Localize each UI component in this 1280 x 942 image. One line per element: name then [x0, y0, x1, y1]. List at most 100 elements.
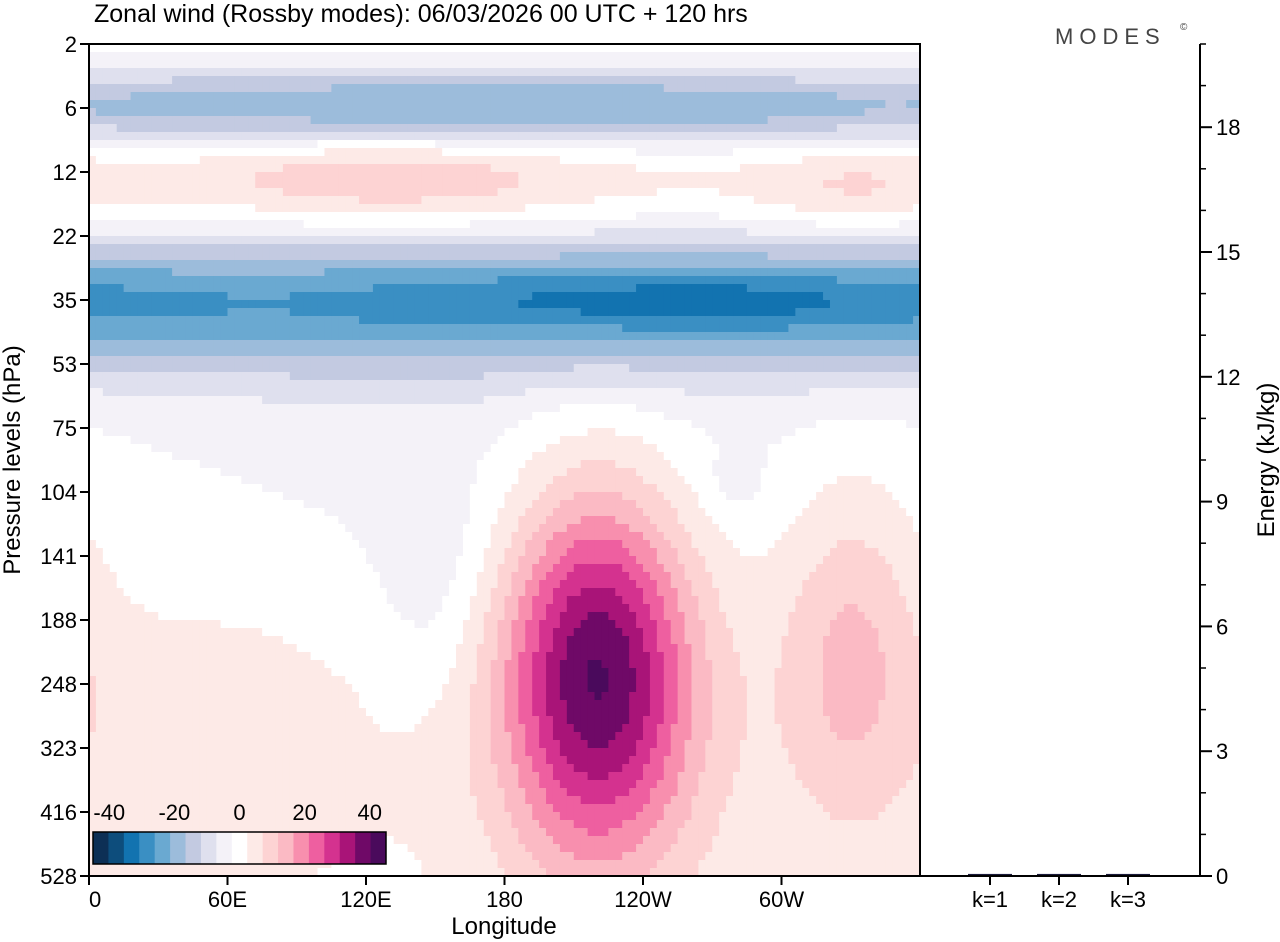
heatmap-cell: [331, 212, 339, 221]
heatmap-cell: [428, 340, 436, 349]
heatmap-cell: [753, 164, 762, 173]
heatmap-cell: [684, 364, 693, 373]
heatmap-cell: [767, 308, 776, 317]
heatmap-cell: [227, 228, 236, 237]
heatmap-cell: [282, 44, 291, 53]
heatmap-cell: [906, 164, 914, 173]
heatmap-cell: [698, 68, 706, 77]
heatmap-cell: [199, 180, 208, 189]
heatmap-cell: [809, 140, 817, 149]
heatmap-cell: [428, 364, 436, 373]
heatmap-cell: [165, 108, 173, 117]
heatmap-cell: [137, 244, 145, 253]
heatmap-cell: [906, 300, 914, 309]
heatmap-cell: [206, 100, 215, 109]
heatmap-cell: [317, 84, 326, 93]
heatmap-cell: [809, 236, 817, 245]
heatmap-cell: [587, 140, 596, 149]
heatmap-cell: [823, 52, 831, 61]
heatmap-cell: [213, 140, 222, 149]
heatmap-cell: [317, 212, 326, 221]
heatmap-cell: [407, 268, 416, 277]
heatmap-cell: [102, 188, 111, 197]
heatmap-cell: [303, 148, 312, 157]
heatmap-cell: [649, 52, 658, 61]
heatmap-cell: [836, 116, 845, 125]
heatmap-cell: [913, 180, 921, 189]
heatmap-cell: [712, 204, 720, 213]
heatmap-cell: [158, 108, 166, 117]
heatmap-cell: [608, 84, 616, 93]
heatmap-cell: [871, 100, 880, 109]
heatmap-cell: [829, 188, 838, 197]
heatmap-cell: [552, 148, 561, 157]
heatmap-cell: [802, 220, 810, 229]
heatmap-cell: [185, 148, 194, 157]
heatmap-cell: [836, 340, 845, 349]
heatmap-cell: [559, 340, 568, 349]
heatmap-cell: [393, 148, 402, 157]
heatmap-cell: [220, 132, 229, 141]
heatmap-cell: [608, 156, 616, 165]
heatmap-cell: [601, 92, 609, 101]
heatmap-cell: [719, 140, 727, 149]
heatmap-cell: [255, 276, 263, 285]
heatmap-cell: [864, 228, 873, 237]
heatmap-cell: [663, 188, 672, 197]
heatmap-cell: [587, 284, 596, 293]
heatmap-cell: [317, 44, 326, 53]
heatmap-cell: [643, 100, 651, 109]
heatmap-cell: [857, 140, 866, 149]
heatmap-cell: [185, 284, 194, 293]
heatmap-cell: [310, 260, 319, 269]
heatmap-cell: [691, 84, 699, 93]
heatmap-cell: [310, 172, 319, 181]
heatmap-cell: [116, 316, 125, 325]
heatmap-cell: [130, 188, 139, 197]
heatmap-cell: [594, 84, 603, 93]
heatmap-cell: [102, 140, 111, 149]
heatmap-cell: [123, 276, 132, 285]
heatmap-cell: [913, 68, 921, 77]
heatmap-cell: [366, 76, 374, 85]
heatmap-cell: [601, 188, 609, 197]
heatmap-cell: [788, 324, 796, 333]
heatmap-cell: [504, 156, 513, 165]
heatmap-cell: [165, 44, 173, 53]
heatmap-cell: [282, 108, 291, 117]
heatmap-cell: [643, 244, 651, 253]
heatmap-cell: [781, 212, 790, 221]
heatmap-cell: [289, 228, 298, 237]
heatmap-cell: [636, 276, 644, 285]
heatmap-cell: [483, 52, 492, 61]
heatmap-cell: [587, 164, 596, 173]
heatmap-cell: [573, 44, 582, 53]
heatmap-cell: [407, 252, 416, 261]
heatmap-cell: [151, 212, 159, 221]
heatmap-cell: [566, 100, 575, 109]
heatmap-cell: [227, 124, 236, 133]
heatmap-cell: [241, 60, 249, 69]
heatmap-cell: [781, 244, 790, 253]
heatmap-cell: [518, 236, 526, 245]
heatmap-cell: [774, 244, 783, 253]
heatmap-cell: [836, 164, 845, 173]
heatmap-cell: [691, 340, 699, 349]
heatmap-cell: [262, 76, 270, 85]
heatmap-cell: [857, 332, 866, 341]
heatmap-cell: [767, 156, 776, 165]
heatmap-cell: [414, 124, 422, 133]
heatmap-cell: [428, 124, 436, 133]
heatmap-cell: [559, 212, 568, 221]
heatmap-cell: [165, 188, 173, 197]
heatmap-cell: [185, 220, 194, 229]
heatmap-cell: [262, 108, 270, 117]
heatmap-cell: [95, 44, 104, 53]
heatmap-cell: [435, 316, 443, 325]
heatmap-cell: [892, 244, 900, 253]
heatmap-cell: [407, 124, 416, 133]
heatmap-cell: [594, 372, 603, 381]
heatmap-cell: [719, 340, 727, 349]
heatmap-cell: [781, 204, 790, 213]
heatmap-cell: [816, 260, 824, 269]
